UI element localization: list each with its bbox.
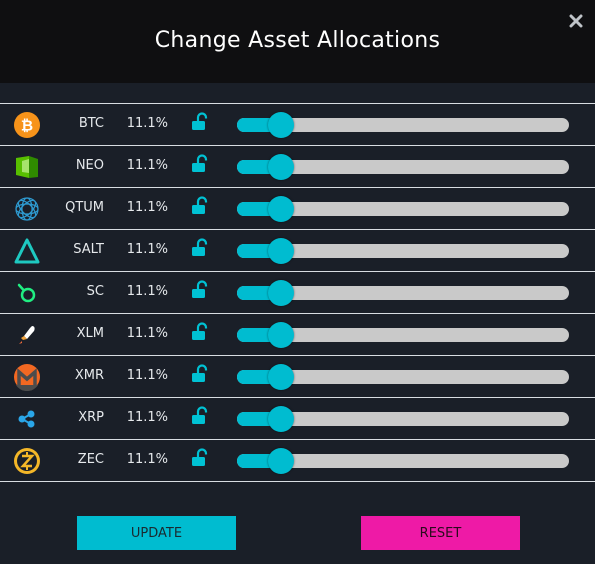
asset-symbol: XLM bbox=[76, 326, 104, 341]
slider-thumb[interactable] bbox=[267, 322, 294, 348]
slider-thumb[interactable] bbox=[267, 364, 294, 390]
salt-icon bbox=[13, 237, 41, 265]
asset-row-neo: NEO 11.1% bbox=[0, 146, 595, 188]
monero-icon bbox=[13, 363, 41, 392]
slider-thumb[interactable] bbox=[267, 112, 294, 138]
asset-row-xlm: XLM 11.1% bbox=[0, 314, 595, 356]
unlock-icon[interactable] bbox=[190, 154, 210, 174]
allocation-slider[interactable] bbox=[237, 154, 569, 180]
asset-symbol: XRP bbox=[78, 410, 104, 425]
unlock-icon[interactable] bbox=[190, 448, 210, 468]
asset-row-sc: SC 11.1% bbox=[0, 272, 595, 314]
svg-text:₿: ₿ bbox=[21, 117, 33, 135]
unlock-icon[interactable] bbox=[190, 364, 210, 384]
allocation-slider[interactable] bbox=[237, 322, 569, 348]
reset-button[interactable]: RESET bbox=[361, 516, 520, 550]
update-button[interactable]: UPDATE bbox=[77, 516, 236, 550]
ripple-icon bbox=[13, 405, 41, 433]
neo-icon bbox=[13, 153, 41, 181]
unlock-icon[interactable] bbox=[190, 280, 210, 300]
slider-thumb[interactable] bbox=[267, 196, 294, 222]
dialog-header: Change Asset Allocations bbox=[0, 0, 595, 83]
asset-percent: 11.1% bbox=[126, 158, 168, 173]
asset-row-salt: SALT 11.1% bbox=[0, 230, 595, 272]
slider-thumb[interactable] bbox=[267, 448, 294, 474]
asset-percent: 11.1% bbox=[126, 242, 168, 257]
asset-symbol: ZEC bbox=[77, 452, 104, 467]
asset-symbol: SC bbox=[86, 284, 104, 299]
allocation-slider[interactable] bbox=[237, 196, 569, 222]
allocation-slider[interactable] bbox=[237, 448, 569, 474]
asset-percent: 11.1% bbox=[126, 410, 168, 425]
slider-thumb[interactable] bbox=[267, 280, 294, 306]
stellar-icon bbox=[13, 321, 41, 349]
allocation-slider[interactable] bbox=[237, 238, 569, 264]
close-icon[interactable] bbox=[569, 14, 583, 28]
asset-row-xmr: XMR 11.1% bbox=[0, 356, 595, 398]
unlock-icon[interactable] bbox=[190, 112, 210, 132]
siacoin-icon bbox=[13, 279, 41, 307]
asset-symbol: QTUM bbox=[65, 200, 104, 215]
asset-row-xrp: XRP 11.1% bbox=[0, 398, 595, 440]
asset-row-qtum: QTUM 11.1% bbox=[0, 188, 595, 230]
asset-percent: 11.1% bbox=[126, 326, 168, 341]
slider-thumb[interactable] bbox=[267, 238, 294, 264]
unlock-icon[interactable] bbox=[190, 238, 210, 258]
asset-percent: 11.1% bbox=[126, 284, 168, 299]
allocation-slider[interactable] bbox=[237, 112, 569, 138]
asset-percent: 11.1% bbox=[126, 200, 168, 215]
asset-list: ₿ BTC 11.1% NEO 11.1% QTUM 11.1% SALT 11.1% SC 11.… bbox=[0, 103, 595, 482]
slider-thumb[interactable] bbox=[267, 154, 294, 180]
asset-symbol: BTC bbox=[78, 116, 104, 131]
dialog-title: Change Asset Allocations bbox=[154, 28, 441, 53]
slider-thumb[interactable] bbox=[267, 406, 294, 432]
asset-percent: 11.1% bbox=[126, 452, 168, 467]
asset-percent: 11.1% bbox=[126, 368, 168, 383]
asset-row-btc: ₿ BTC 11.1% bbox=[0, 104, 595, 146]
bitcoin-icon: ₿ bbox=[13, 111, 41, 139]
allocation-slider[interactable] bbox=[237, 364, 569, 390]
asset-symbol: XMR bbox=[74, 368, 104, 383]
asset-row-zec: ZEC 11.1% bbox=[0, 440, 595, 482]
unlock-icon[interactable] bbox=[190, 196, 210, 216]
allocation-slider[interactable] bbox=[237, 280, 569, 306]
asset-percent: 11.1% bbox=[126, 116, 168, 131]
unlock-icon[interactable] bbox=[190, 406, 210, 426]
unlock-icon[interactable] bbox=[190, 322, 210, 342]
allocation-slider[interactable] bbox=[237, 406, 569, 432]
zcash-icon bbox=[13, 447, 41, 475]
asset-symbol: SALT bbox=[73, 242, 104, 257]
asset-symbol: NEO bbox=[75, 158, 104, 173]
qtum-icon bbox=[13, 195, 41, 223]
